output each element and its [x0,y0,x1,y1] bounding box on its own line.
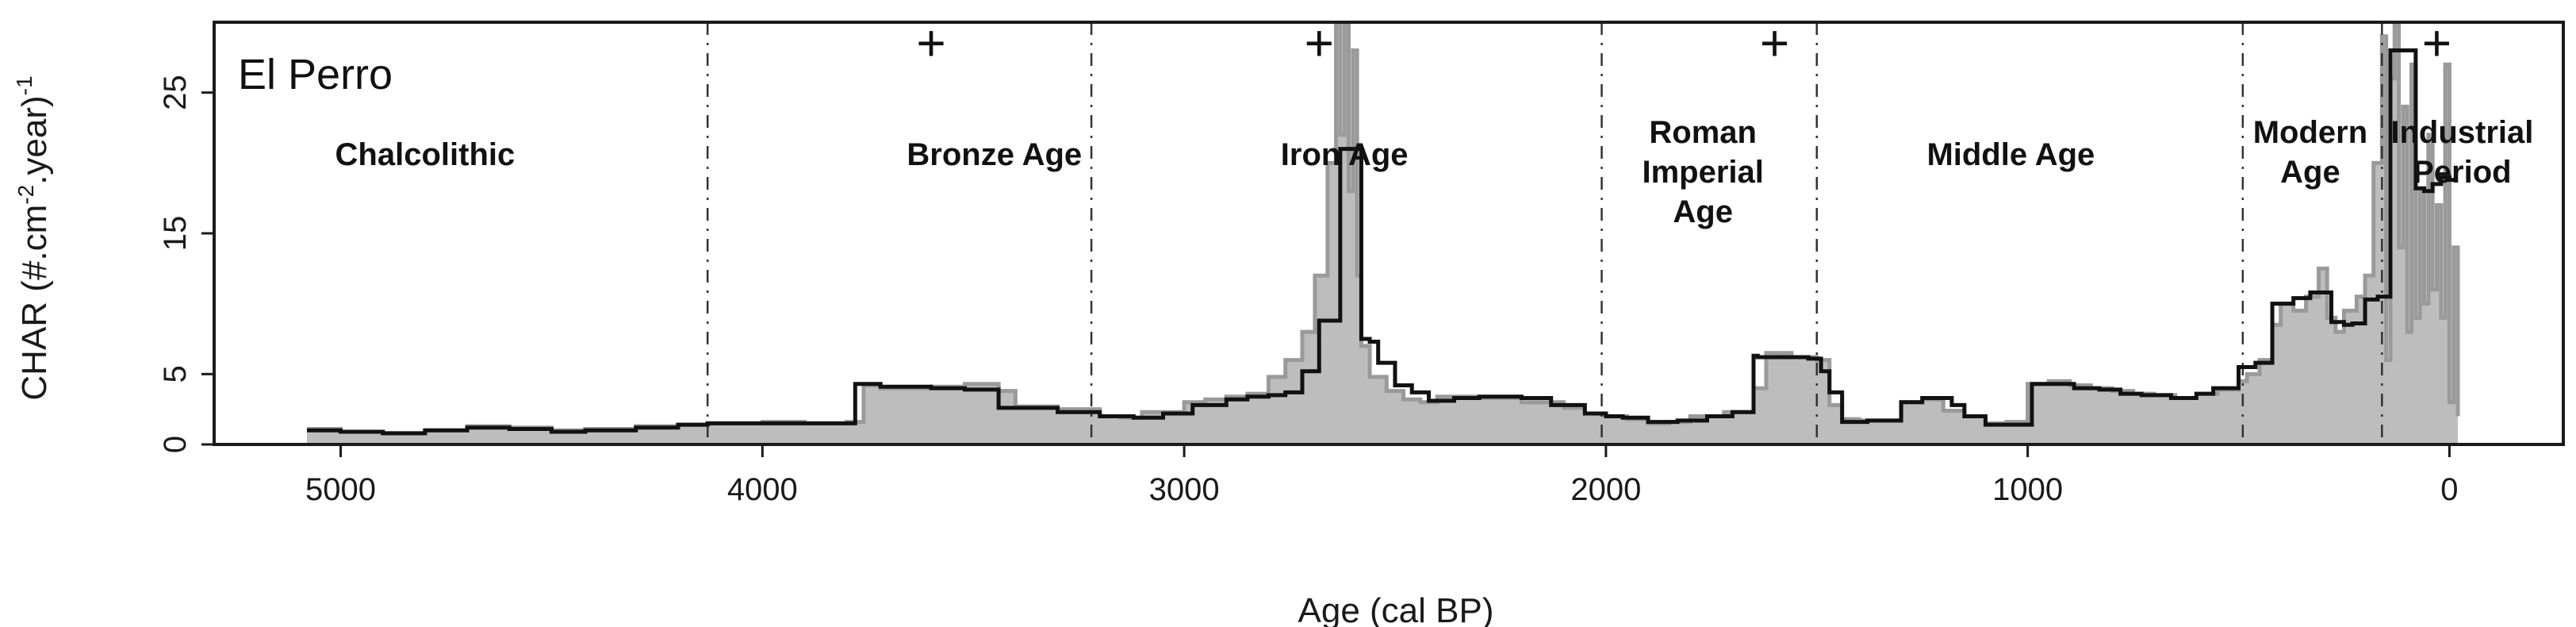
date-markers: + + + + [916,14,2451,71]
y-tick-label: 25 [158,75,193,110]
period-label: Bronze Age [907,137,1082,172]
smoothed-char-line-layer [306,48,2459,436]
y-axis-title-sup1: -2 [13,185,38,205]
period-labels: Chalcolithic Bronze Age Iron Age Roman Imper… [335,115,2534,229]
period-label-line: Middle Age [1926,137,2095,172]
x-axis-ticks: 5000 4000 3000 2000 1000 0 [305,444,2459,507]
period-label-line: Iron Age [1281,137,1409,172]
x-tick-label: 1000 [1992,472,2063,507]
raw-char-outline-layer [306,22,2460,436]
period-label: Modern Age [2253,115,2367,190]
x-tick-label: 0 [2440,472,2458,507]
x-tick-label: 5000 [305,472,376,507]
y-tick-label: 5 [158,365,193,383]
smoothed-char-line [306,48,2459,436]
period-label-line: Period [2413,155,2511,190]
y-axis-title-main: CHAR (#.cm [15,205,54,401]
date-marker-plus: + [1760,14,1789,71]
y-tick-label: 0 [158,436,193,453]
raw-char-line [306,22,2460,436]
date-marker-plus: + [916,14,945,71]
period-label-line: Age [1673,194,1733,229]
y-axis-title-sup2: -1 [12,75,36,95]
period-label: Industrial Period [2390,115,2533,190]
date-marker-plus: + [1305,14,1334,71]
period-label: Roman Imperial Age [1642,115,1763,229]
chart-title: El Perro [238,51,393,98]
period-label-line: Age [2280,155,2340,190]
plot-frame [213,21,2565,446]
raw-char-area [306,22,2459,444]
period-label-line: Roman [1649,115,1757,150]
period-boundary-layer [706,22,2383,444]
y-axis-ticks: 0 5 15 25 [158,75,214,453]
period-label-line: Imperial [1642,155,1763,190]
period-label: Middle Age [1926,137,2095,172]
period-label: Chalcolithic [335,137,516,172]
y-axis-title-mid: .year) [15,95,54,184]
y-tick-label: 15 [158,216,193,252]
period-label-line: Bronze Age [907,137,1082,172]
x-axis-title: Age (cal BP) [1298,591,1494,627]
raw-char-area-layer [306,22,2459,444]
x-tick-label: 3000 [1149,472,1220,507]
period-label: Iron Age [1281,137,1409,172]
y-axis-title: CHAR (#.cm-2.year)-1 [12,75,54,400]
x-tick-label: 2000 [1570,472,1641,507]
date-marker-plus: + [2422,14,2451,71]
x-tick-label: 4000 [727,472,798,507]
period-label-line: Chalcolithic [335,137,516,172]
period-label-line: Industrial [2390,115,2533,150]
period-label-line: Modern [2253,115,2367,150]
